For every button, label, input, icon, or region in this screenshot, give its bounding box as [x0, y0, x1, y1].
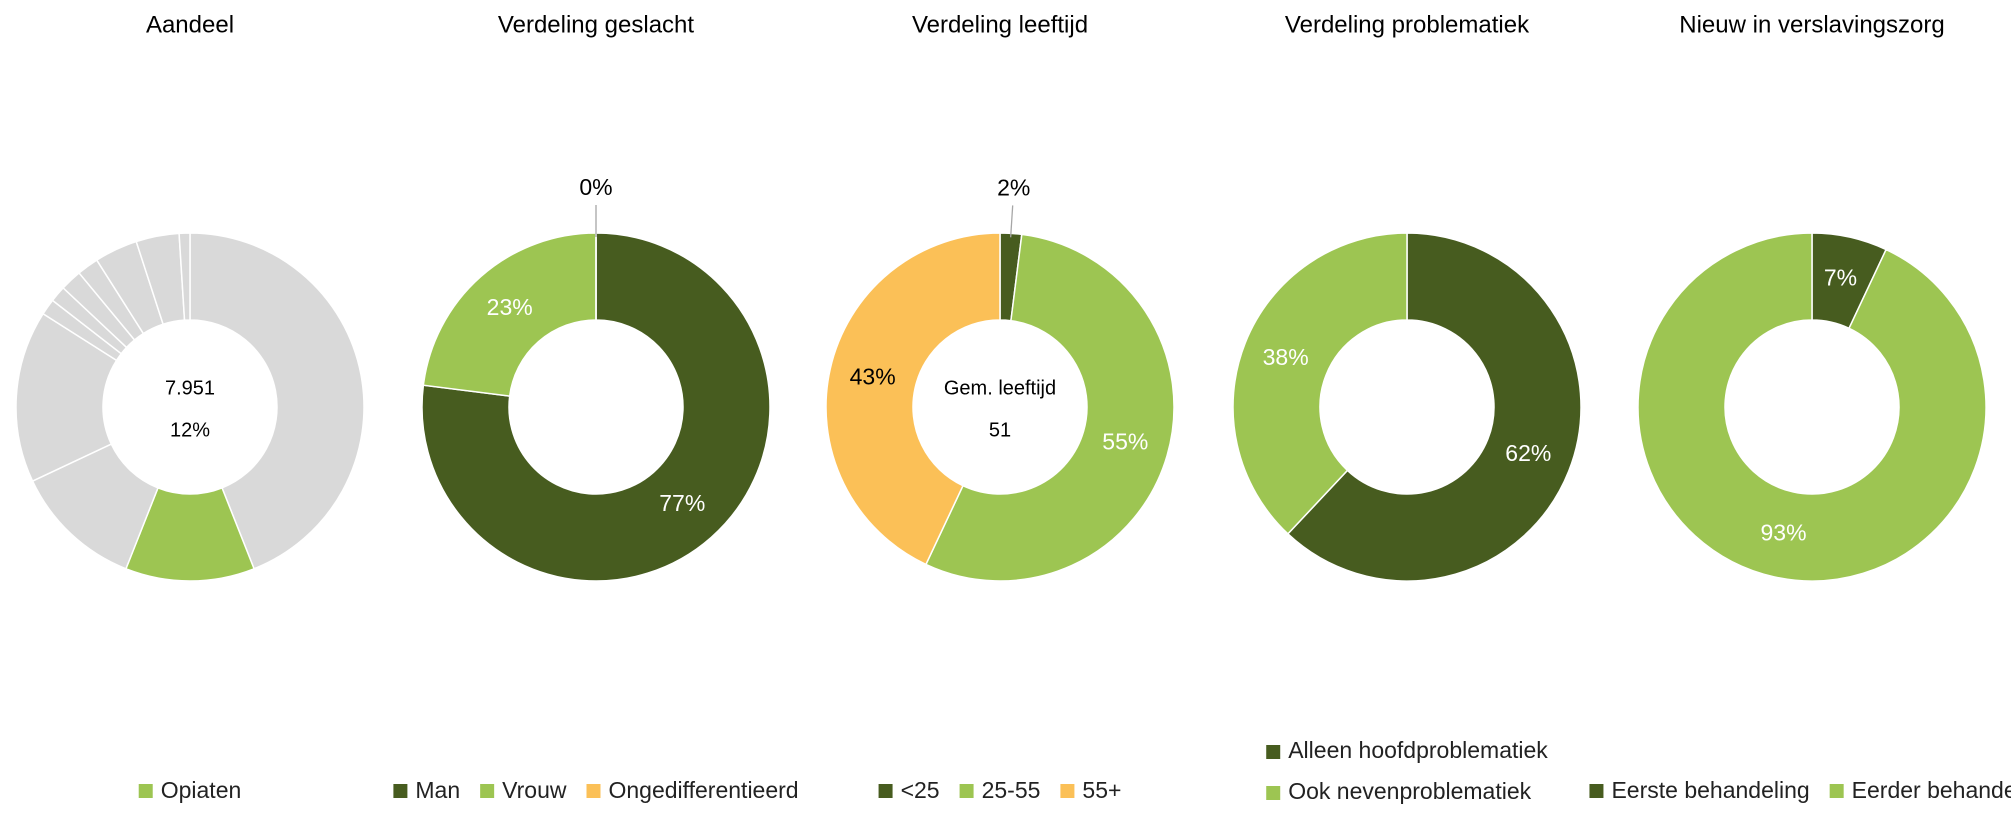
data-label: 62%	[1505, 440, 1551, 466]
legend-label: 55+	[1082, 777, 1121, 803]
data-label: 55%	[1102, 428, 1148, 454]
data-label: 38%	[1263, 344, 1309, 370]
donut-chart: Verdeling leeftijd 2% 55% 43% Gem. leeftijd 5…	[825, 11, 1175, 803]
legend-marker	[393, 784, 408, 798]
legend: Eerste behandeling Eerder behandeld	[1589, 777, 2011, 803]
center-text: 51	[989, 419, 1011, 441]
legend: <25 25-55 55+	[878, 777, 1121, 803]
legend-marker	[480, 784, 495, 798]
donut-slice	[189, 232, 365, 570]
chart-title: Verdeling leeftijd	[912, 11, 1088, 38]
data-label: 7%	[1824, 265, 1857, 291]
legend: Alleen hoofdproblematiek Ook nevenproblem…	[1266, 737, 1548, 804]
data-label: 23%	[487, 294, 533, 320]
legend-label: Man	[415, 777, 460, 803]
center-text: 12%	[170, 419, 210, 441]
donut-slice	[178, 232, 191, 321]
chart-title: Aandeel	[146, 11, 234, 38]
donut-chart: Verdeling geslacht 77% 23% 0% Man Vrouw Ongedi…	[393, 11, 799, 803]
legend: Man Vrouw Ongedifferentieerd	[393, 777, 799, 803]
legend-marker	[1266, 786, 1281, 800]
legend-marker	[1266, 745, 1281, 759]
donut-slice	[924, 233, 1175, 582]
legend-label: Ook nevenproblematiek	[1288, 778, 1531, 804]
donut-slice	[421, 232, 771, 582]
legend-marker	[878, 784, 893, 798]
data-label: 77%	[659, 490, 705, 516]
leader-line	[1010, 205, 1014, 238]
donut-slice	[1232, 232, 1408, 535]
donut-chart: Nieuw in verslavingszorg 7% 93% Eerste beha…	[1589, 11, 2011, 803]
center-text: 7.951	[165, 377, 215, 399]
legend-marker	[138, 784, 153, 798]
data-label: 0%	[579, 174, 612, 200]
legend-marker	[1060, 784, 1075, 798]
legend-marker	[959, 784, 974, 798]
legend-label: 25-55	[982, 777, 1041, 803]
donut-slice	[1637, 232, 1987, 582]
legend: Opiaten	[138, 777, 242, 803]
legend-label: <25	[901, 777, 940, 803]
center-text: Gem. leeftijd	[944, 377, 1056, 399]
chart-title: Nieuw in verslavingszorg	[1679, 11, 1944, 38]
donut-slice	[422, 232, 597, 397]
legend-label: Ongedifferentieerd	[608, 777, 798, 803]
donut-slice	[1286, 232, 1582, 582]
legend-marker	[1589, 784, 1604, 798]
legend-label: Alleen hoofdproblematiek	[1288, 737, 1548, 763]
donut-chart: Verdeling problematiek 62% 38% Alleen hoofd…	[1232, 11, 1582, 804]
data-label: 2%	[997, 175, 1030, 201]
chart-title: Verdeling geslacht	[498, 11, 694, 38]
data-label: 93%	[1761, 519, 1807, 545]
data-label: 43%	[850, 364, 896, 390]
legend-label: Opiaten	[161, 777, 242, 803]
chart-title: Verdeling problematiek	[1285, 11, 1530, 38]
donut-chart: Aandeel 7.951 12% Opiaten	[15, 11, 365, 803]
legend-label: Vrouw	[502, 777, 567, 803]
donut-slice	[825, 232, 1001, 566]
legend-label: Eerder behandeld	[1852, 777, 2011, 803]
legend-marker	[1829, 784, 1844, 798]
legend-marker	[586, 784, 601, 798]
legend-label: Eerste behandeling	[1611, 777, 1809, 803]
